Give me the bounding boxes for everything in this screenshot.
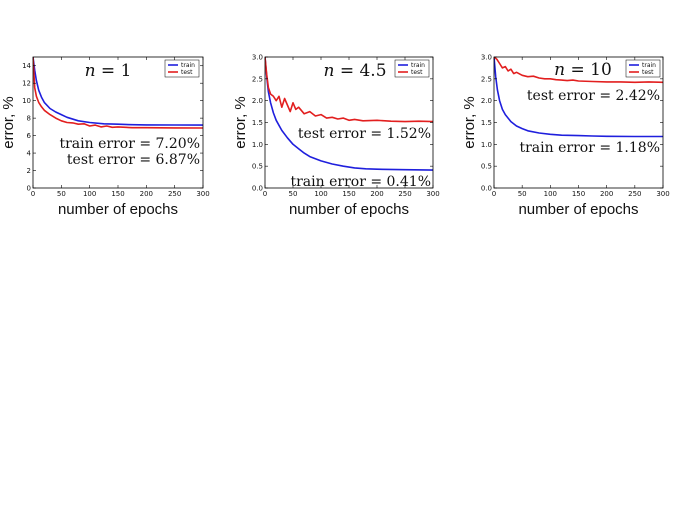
x-tick-label: 150: [111, 190, 124, 198]
annotation: test error = 6.87%: [67, 152, 200, 168]
x-tick-label: 100: [83, 190, 96, 198]
series-line-train: [494, 57, 663, 138]
y-tick-label: 10: [22, 97, 31, 105]
x-tick-label: 250: [168, 190, 181, 198]
y-tick-label: 1.5: [252, 119, 263, 127]
legend-label-train: train: [411, 62, 425, 69]
legend-label-test: test: [642, 69, 654, 76]
annotation: train error = 1.18%: [519, 140, 660, 156]
y-tick-label: 2.0: [252, 97, 263, 105]
legend-label-test: test: [411, 69, 423, 76]
series-line-train: [265, 57, 433, 171]
y-tick-label: 14: [22, 62, 31, 70]
chart-title: n = 10: [554, 60, 612, 80]
x-axis-label: number of epochs: [58, 201, 178, 218]
y-tick-label: 6: [27, 132, 32, 140]
x-tick-label: 200: [370, 190, 383, 198]
x-tick-label: 300: [656, 190, 669, 198]
x-tick-label: 250: [398, 190, 411, 198]
x-tick-label: 50: [57, 190, 66, 198]
legend-label-train: train: [181, 62, 195, 69]
series-line-test: [494, 57, 663, 84]
chart-panel-1: 0 50 100 150 200 250 300 0 2 4 6 8 10 12 14 number of e…: [0, 56, 210, 218]
series-line-test: [265, 57, 433, 123]
x-axis-label: number of epochs: [518, 201, 638, 218]
x-tick-label: 100: [544, 190, 557, 198]
y-tick-label: 8: [27, 115, 31, 123]
chart-panel-2: 0 50 100 150 200 250 300 0.0 0.5 1.0 1.5 2.0 2.5 3.0 n…: [232, 54, 440, 219]
y-tick-label: 1.0: [481, 141, 492, 149]
x-tick-label: 250: [628, 190, 641, 198]
y-tick-label: 2.0: [481, 97, 492, 105]
annotation: train error = 7.20%: [59, 136, 200, 152]
y-tick-label: 3.0: [481, 54, 492, 62]
y-tick-label: 2: [27, 167, 31, 175]
y-tick-label: 4: [27, 150, 32, 158]
y-tick-label: 0.0: [252, 185, 263, 193]
x-tick-label: 150: [572, 190, 585, 198]
y-tick-label: 0.5: [481, 163, 492, 171]
series-line-test: [33, 57, 203, 129]
legend-label-test: test: [181, 69, 193, 76]
y-tick-label: 1.5: [481, 119, 492, 127]
x-tick-label: 0: [492, 190, 496, 198]
x-tick-label: 0: [31, 190, 35, 198]
y-tick-label: 2.5: [252, 75, 263, 83]
x-tick-label: 50: [289, 190, 298, 198]
y-tick-label: 0.5: [252, 163, 263, 171]
x-tick-label: 50: [518, 190, 527, 198]
y-axis-label: error, %: [232, 96, 249, 149]
annotation: train error = 0.41%: [290, 174, 431, 190]
x-tick-label: 300: [196, 190, 209, 198]
y-tick-label: 1.0: [252, 141, 263, 149]
chart-panel-3: 0 50 100 150 200 250 300 0.0 0.5 1.0 1.5 2.0 2.5 3.0 n…: [461, 54, 670, 219]
x-tick-label: 300: [426, 190, 439, 198]
legend-label-train: train: [642, 62, 656, 69]
x-tick-label: 200: [600, 190, 613, 198]
chart-title: n = 1: [85, 61, 132, 81]
x-tick-label: 100: [314, 190, 327, 198]
annotation: test error = 2.42%: [527, 88, 660, 104]
chart-title: n = 4.5: [323, 61, 386, 81]
y-tick-label: 2.5: [481, 75, 492, 83]
annotation: test error = 1.52%: [298, 126, 431, 142]
y-tick-label: 12: [22, 80, 31, 88]
y-tick-label: 3.0: [252, 54, 263, 62]
y-axis-label: error, %: [0, 96, 17, 149]
y-axis-label: error, %: [461, 96, 478, 149]
x-tick-label: 0: [263, 190, 267, 198]
y-tick-label: 0: [27, 185, 31, 193]
series-line-train: [33, 57, 203, 126]
x-tick-label: 200: [140, 190, 153, 198]
y-tick-label: 0.0: [481, 185, 492, 193]
x-axis-label: number of epochs: [289, 201, 409, 218]
x-tick-label: 150: [342, 190, 355, 198]
